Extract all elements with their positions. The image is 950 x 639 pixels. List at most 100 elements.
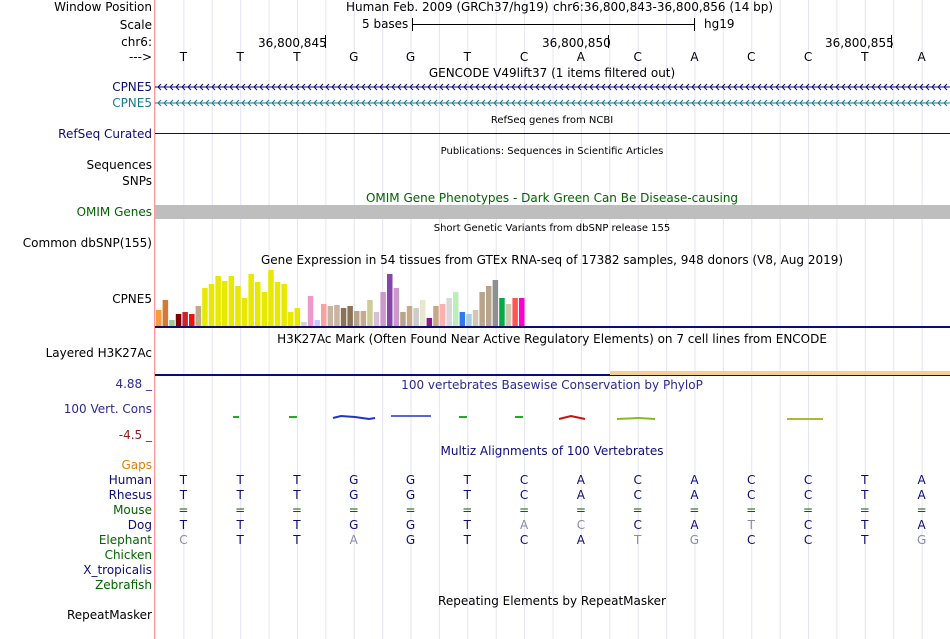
gtex-bar[interactable] xyxy=(393,288,400,326)
alignment-base: = xyxy=(291,503,302,517)
gtex-bar[interactable] xyxy=(208,284,215,326)
species-label-mouse[interactable]: Mouse xyxy=(113,503,152,517)
species-label-rhesus[interactable]: Rhesus xyxy=(108,488,152,502)
alignment-base: A xyxy=(917,488,926,502)
gtex-bar[interactable] xyxy=(373,312,380,326)
gtex-bar[interactable] xyxy=(433,306,439,326)
gtex-bar[interactable] xyxy=(420,300,426,326)
gtex-bar[interactable] xyxy=(360,311,367,326)
gtex-bar[interactable] xyxy=(281,284,287,326)
alignment-base: = xyxy=(405,503,416,517)
gtex-bar[interactable] xyxy=(380,292,386,326)
gtex-bar[interactable] xyxy=(472,310,479,326)
gtex-bar[interactable] xyxy=(400,312,406,326)
h3k27ac-signal[interactable] xyxy=(610,371,950,375)
gtex-bar[interactable] xyxy=(294,308,301,326)
gtex-bar[interactable] xyxy=(413,308,419,326)
gtex-bar[interactable] xyxy=(288,312,294,326)
refseq-gene-line[interactable] xyxy=(155,133,950,134)
alignment-base: T xyxy=(293,533,301,547)
gtex-bar[interactable] xyxy=(499,298,505,326)
gtex-bar[interactable] xyxy=(446,298,452,326)
gtex-bar-chart[interactable] xyxy=(155,266,950,330)
gtex-bar[interactable] xyxy=(505,304,512,326)
gtex-bar[interactable] xyxy=(512,298,518,326)
alignment-base: T xyxy=(861,488,869,502)
gtex-gene-label[interactable]: CPNE5 xyxy=(112,292,152,306)
gtex-bar[interactable] xyxy=(453,292,459,326)
gtex-bar[interactable] xyxy=(387,274,393,326)
gtex-bar[interactable] xyxy=(202,288,208,326)
gtex-bar[interactable] xyxy=(519,298,525,326)
chrom-label: chr6: xyxy=(121,35,152,49)
phylop-wiggle[interactable] xyxy=(155,408,950,428)
gtex-bar[interactable] xyxy=(241,298,248,326)
gtex-bar[interactable] xyxy=(354,311,360,326)
gtex-bar[interactable] xyxy=(162,300,169,326)
gtex-bar[interactable] xyxy=(274,282,281,326)
gtex-bar[interactable] xyxy=(189,314,195,326)
gencode-gene-label[interactable]: CPNE5 xyxy=(112,80,152,94)
phylop-track-label[interactable]: 100 Vert. Cons xyxy=(63,402,152,416)
species-label-elephant[interactable]: Elephant xyxy=(98,533,152,547)
alignment-base: T xyxy=(179,473,188,487)
gtex-bar[interactable] xyxy=(367,300,373,326)
gtex-bar[interactable] xyxy=(466,314,472,326)
refseq-track-label[interactable]: RefSeq Curated xyxy=(58,127,152,141)
gtex-bar[interactable] xyxy=(486,286,492,326)
alignment-base: T xyxy=(293,518,301,532)
gtex-bar[interactable] xyxy=(195,306,202,326)
alignment-base: C xyxy=(519,488,529,502)
gtex-bar[interactable] xyxy=(426,318,433,326)
gtex-bar[interactable] xyxy=(340,308,347,326)
gtex-bar[interactable] xyxy=(182,312,188,326)
gtex-bar[interactable] xyxy=(459,312,466,326)
multiz-gaps-label[interactable]: Gaps xyxy=(121,458,152,472)
window-position-label: Window Position xyxy=(54,0,152,14)
gtex-bar[interactable] xyxy=(334,305,340,326)
gtex-bar[interactable] xyxy=(406,306,413,326)
gtex-bar[interactable] xyxy=(222,281,228,326)
species-label-zebrafish[interactable]: Zebrafish xyxy=(95,578,152,592)
gtex-bar[interactable] xyxy=(314,320,320,326)
gtex-bar[interactable] xyxy=(261,292,268,326)
gtex-bar[interactable] xyxy=(175,314,182,326)
gtex-bar[interactable] xyxy=(228,276,235,326)
gtex-bar[interactable] xyxy=(301,322,307,326)
species-label-human[interactable]: Human xyxy=(108,473,152,487)
gtex-bar[interactable] xyxy=(255,282,261,326)
repeatmasker-track-label[interactable]: RepeatMasker xyxy=(66,608,152,622)
reference-base: A xyxy=(690,50,699,64)
reference-base: C xyxy=(803,50,813,64)
species-label-dog[interactable]: Dog xyxy=(127,518,152,532)
publications-track-label[interactable]: Sequences xyxy=(86,158,152,172)
gtex-bar[interactable] xyxy=(169,320,175,326)
alignment-base: C xyxy=(803,518,813,532)
gtex-bar[interactable] xyxy=(347,306,353,326)
gtex-bar[interactable] xyxy=(479,292,485,326)
gtex-bar[interactable] xyxy=(156,310,162,326)
alignment-base: T xyxy=(463,533,471,547)
scale-text: 5 bases xyxy=(362,17,409,31)
gtex-bar[interactable] xyxy=(492,280,499,326)
alignment-base: A xyxy=(690,473,699,487)
omim-feature-bar[interactable] xyxy=(155,205,950,219)
gtex-bar[interactable] xyxy=(321,304,327,326)
species-label-x_tropicalis[interactable]: X_tropicalis xyxy=(83,563,152,577)
dbsnp-track-label[interactable]: Common dbSNP(155) xyxy=(22,236,152,250)
gtex-bar[interactable] xyxy=(327,306,334,326)
gencode-gene-features[interactable] xyxy=(155,80,950,110)
gtex-bar[interactable] xyxy=(248,274,254,326)
snps-track-label[interactable]: SNPs xyxy=(122,174,152,188)
alignment-base: T xyxy=(236,518,244,532)
species-label-chicken[interactable]: Chicken xyxy=(104,548,152,562)
gtex-bar[interactable] xyxy=(439,304,446,326)
gtex-bar[interactable] xyxy=(307,296,314,326)
h3k27ac-track-label[interactable]: Layered H3K27Ac xyxy=(45,346,152,360)
gtex-bar[interactable] xyxy=(268,270,274,326)
omim-track-label[interactable]: OMIM Genes xyxy=(76,205,152,219)
gtex-bar[interactable] xyxy=(215,276,221,326)
gtex-bar[interactable] xyxy=(235,286,241,326)
gencode-gene-label[interactable]: CPNE5 xyxy=(112,96,152,110)
